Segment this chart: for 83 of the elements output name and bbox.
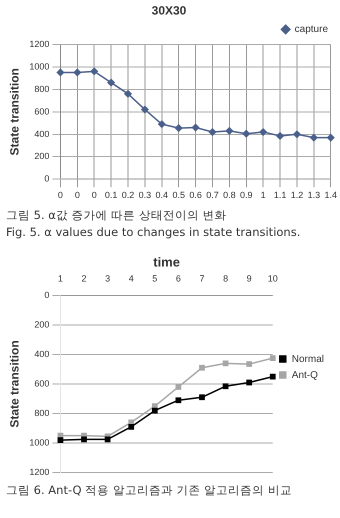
point xyxy=(276,132,284,140)
y-tick-label: 1200 xyxy=(29,467,50,478)
caption: 그림 6. Ant-Q 적용 알고리즘과 기존 알고리즘의 비교 xyxy=(6,483,293,498)
y-axis-title: State transition xyxy=(8,68,22,156)
point xyxy=(242,130,250,138)
point xyxy=(270,374,276,380)
y-tick-label: 800 xyxy=(34,84,50,94)
x-tick-label: 0 xyxy=(92,190,97,200)
y-tick-label: 1000 xyxy=(29,438,50,448)
point xyxy=(74,68,82,76)
y-tick-label: 400 xyxy=(34,128,50,139)
point xyxy=(104,436,110,442)
point xyxy=(293,130,301,138)
x-tick-label: 2 xyxy=(82,273,87,284)
x-tick-label: 1.4 xyxy=(324,190,337,200)
x-tick-label: 1.1 xyxy=(274,190,286,200)
x-tick-label: 9 xyxy=(246,273,252,284)
legend-label: Ant-Q xyxy=(292,370,318,381)
legend-label: capture xyxy=(294,24,328,36)
x-tick-label: 1 xyxy=(58,273,63,284)
y-tick-label: 1000 xyxy=(29,61,50,72)
point xyxy=(141,106,149,114)
point xyxy=(199,364,205,371)
point xyxy=(152,408,158,414)
point xyxy=(222,360,228,366)
point xyxy=(128,424,134,430)
point xyxy=(58,437,64,443)
y-tick-label: 800 xyxy=(34,408,50,418)
caption: 그림 5. α값 증가에 따른 상태전이의 변화 xyxy=(6,208,228,223)
y-tick-label: 200 xyxy=(34,319,50,330)
x-tick-label: 1.2 xyxy=(290,190,304,200)
point xyxy=(90,68,98,76)
x-tick-label: 6 xyxy=(176,273,181,284)
x-tick-label: 0.5 xyxy=(172,190,185,200)
point xyxy=(199,394,205,400)
x-tick-label: 0.1 xyxy=(104,190,118,200)
caption: Fig. 5. α values due to changes in state transitions. xyxy=(6,225,302,239)
x-tick-label: 0.2 xyxy=(122,190,134,200)
point xyxy=(192,124,200,132)
y-tick-label: 0 xyxy=(44,174,50,184)
point xyxy=(259,128,267,136)
x-tick-label: 1.3 xyxy=(308,190,320,200)
x-tick-label: 0.9 xyxy=(240,190,253,200)
x-tick-label: 0.8 xyxy=(223,190,236,200)
x-tick-label: 0 xyxy=(74,190,80,200)
x-tick-label: 0 xyxy=(58,190,63,200)
point xyxy=(124,90,132,98)
x-tick-label: 0.6 xyxy=(189,190,202,200)
point xyxy=(158,120,166,128)
x-tick-label: 0.7 xyxy=(206,190,219,200)
x-tick-label: 7 xyxy=(199,273,204,284)
y-tick-label: 200 xyxy=(34,151,50,162)
point xyxy=(107,78,115,86)
point xyxy=(208,128,216,136)
point xyxy=(310,134,318,142)
point xyxy=(326,134,334,142)
x-tick-label: 1 xyxy=(260,190,266,200)
x-tick-label: 8 xyxy=(223,273,228,284)
x-tick-label: 3 xyxy=(105,273,110,284)
chart-title: 30X30 xyxy=(152,4,187,18)
point xyxy=(176,397,182,404)
point xyxy=(222,383,228,390)
point xyxy=(81,436,87,442)
legend-label: Normal xyxy=(292,354,324,365)
point xyxy=(56,68,64,76)
y-tick-label: 600 xyxy=(34,378,50,388)
x-tick-label: 10 xyxy=(268,273,278,284)
point xyxy=(246,361,252,367)
point xyxy=(226,127,234,135)
point xyxy=(176,384,182,390)
y-axis-title: State transition xyxy=(8,340,22,428)
point xyxy=(174,124,182,132)
x-tick-label: 0.3 xyxy=(138,190,152,200)
y-tick-label: 600 xyxy=(34,106,50,116)
point xyxy=(270,355,276,362)
x2-axis-title: time xyxy=(153,254,180,270)
y-tick-label: 400 xyxy=(34,348,50,359)
point xyxy=(246,380,252,386)
x-tick-label: 5 xyxy=(152,273,158,284)
y-tick-label: 1200 xyxy=(29,38,50,49)
x-tick-label: 4 xyxy=(128,273,134,284)
x-tick-label: 0.4 xyxy=(156,190,168,200)
y-tick-label: 0 xyxy=(44,290,50,300)
